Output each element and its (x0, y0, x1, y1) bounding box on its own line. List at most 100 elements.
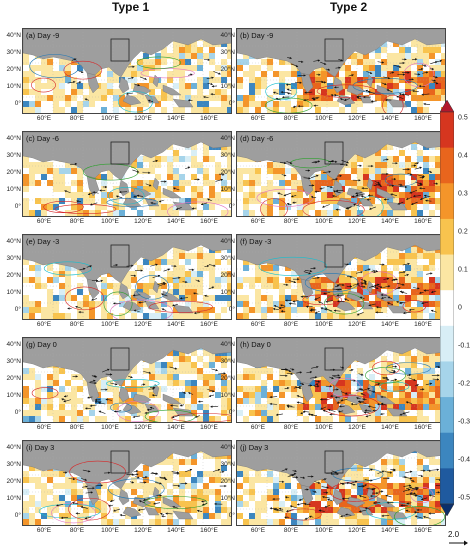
longitude-tick: 140°E (167, 115, 185, 122)
latitude-tick: 20°N (6, 169, 21, 176)
longitude-tick: 160°E (414, 321, 432, 328)
column-title-type1: Type 1 (112, 0, 150, 14)
longitude-tick: 120°E (134, 115, 152, 122)
longitude-tick: 80°E (69, 527, 85, 534)
colorbar-tick: -0.3 (458, 418, 471, 426)
latitude-tick: 40°N (220, 238, 235, 245)
longitude-tick: 160°E (414, 218, 432, 225)
latitude-tick: 10°N (220, 392, 235, 399)
latitude-tick: 0° (14, 512, 21, 519)
longitude-tick: 100°E (101, 115, 119, 122)
map-panel: (c) Day -6 (22, 131, 232, 217)
latitude-tick: 20°N (6, 375, 21, 382)
colorbar-tick: 0.4 (458, 152, 468, 160)
latitude-tick: 30°N (220, 49, 235, 56)
longitude-tick: 60°E (250, 527, 266, 534)
latitude-tick: 0° (14, 100, 21, 107)
latitude-tick: 0° (228, 409, 235, 416)
longitude-tick: 120°E (134, 218, 152, 225)
latitude-tick: 30°N (6, 152, 21, 159)
latitude-tick: 0° (14, 306, 21, 313)
longitude-tick: 140°E (381, 115, 399, 122)
colorbar-tick: 0.1 (458, 266, 468, 274)
longitude-tick: 120°E (348, 424, 366, 431)
latitude-tick: 20°N (6, 66, 21, 73)
latitude-ticks: 40°N 30°N 20°N 10°N 0° (213, 234, 235, 320)
latitude-tick: 0° (228, 203, 235, 210)
latitude-ticks: 40°N 30°N 20°N 10°N 0° (213, 337, 235, 423)
longitude-ticks: 60°E 80°E 100°E 120°E 140°E 160°E (236, 527, 446, 537)
map-panel: (f) Day -3 (236, 234, 446, 320)
panel-label: (g) Day 0 (26, 340, 57, 349)
longitude-tick: 80°E (69, 424, 85, 431)
latitude-ticks: 40°N 30°N 20°N 10°N 0° (213, 131, 235, 217)
colorbar-tick: -0.2 (458, 380, 471, 388)
longitude-tick: 80°E (283, 424, 299, 431)
longitude-ticks: 60°E 80°E 100°E 120°E 140°E 160°E (236, 115, 446, 125)
map-panel: (a) Day -9 (22, 28, 232, 114)
latitude-tick: 20°N (220, 272, 235, 279)
longitude-tick: 160°E (200, 527, 218, 534)
longitude-tick: 60°E (250, 115, 266, 122)
latitude-tick: 0° (14, 203, 21, 210)
anomaly-map (23, 235, 231, 319)
longitude-tick: 100°E (315, 424, 333, 431)
colorbar-tick: -0.4 (458, 456, 471, 464)
latitude-tick: 10°N (6, 495, 21, 502)
latitude-tick: 30°N (220, 358, 235, 365)
latitude-tick: 0° (228, 306, 235, 313)
anomaly-map (23, 441, 231, 525)
anomaly-map (237, 29, 445, 113)
colorbar-tick: 0.5 (458, 114, 468, 122)
reference-vector: 2.0 (448, 530, 468, 548)
longitude-tick: 60°E (36, 424, 52, 431)
longitude-tick: 160°E (414, 527, 432, 534)
longitude-ticks: 60°E 80°E 100°E 120°E 140°E 160°E (22, 527, 232, 537)
longitude-tick: 60°E (250, 218, 266, 225)
latitude-tick: 30°N (220, 152, 235, 159)
longitude-tick: 100°E (315, 218, 333, 225)
longitude-tick: 60°E (36, 321, 52, 328)
latitude-tick: 30°N (6, 49, 21, 56)
latitude-ticks: 40°N 30°N 20°N 10°N 0° (0, 440, 21, 526)
longitude-tick: 140°E (167, 527, 185, 534)
latitude-tick: 0° (14, 409, 21, 416)
longitude-tick: 120°E (134, 527, 152, 534)
longitude-tick: 80°E (283, 218, 299, 225)
map-panel: (i) Day 3 (22, 440, 232, 526)
longitude-tick: 120°E (134, 321, 152, 328)
longitude-ticks: 60°E 80°E 100°E 120°E 140°E 160°E (236, 218, 446, 228)
map-panel: (g) Day 0 (22, 337, 232, 423)
longitude-ticks: 60°E 80°E 100°E 120°E 140°E 160°E (236, 424, 446, 434)
longitude-tick: 120°E (348, 115, 366, 122)
colorbar (440, 100, 454, 516)
latitude-ticks: 40°N 30°N 20°N 10°N 0° (213, 440, 235, 526)
colorbar-tick: 0.3 (458, 190, 468, 198)
longitude-tick: 80°E (283, 321, 299, 328)
colorbar-tick: 0.2 (458, 228, 468, 236)
panel-label: (a) Day -9 (26, 31, 60, 40)
map-panel: (e) Day -3 (22, 234, 232, 320)
longitude-tick: 140°E (381, 424, 399, 431)
panel-label: (c) Day -6 (26, 134, 59, 143)
panel-label: (i) Day 3 (26, 443, 55, 452)
latitude-tick: 10°N (6, 392, 21, 399)
latitude-tick: 40°N (6, 135, 21, 142)
latitude-tick: 20°N (6, 272, 21, 279)
longitude-tick: 140°E (167, 424, 185, 431)
anomaly-map (237, 441, 445, 525)
column-title-type2: Type 2 (330, 0, 368, 14)
colorbar-tick: 0 (458, 304, 462, 312)
longitude-tick: 160°E (200, 115, 218, 122)
latitude-tick: 30°N (220, 255, 235, 262)
latitude-tick: 10°N (220, 289, 235, 296)
longitude-tick: 160°E (414, 424, 432, 431)
longitude-tick: 80°E (69, 218, 85, 225)
latitude-tick: 10°N (220, 83, 235, 90)
latitude-tick: 20°N (220, 66, 235, 73)
longitude-tick: 120°E (348, 527, 366, 534)
longitude-ticks: 60°E 80°E 100°E 120°E 140°E 160°E (22, 424, 232, 434)
reference-arrow-icon (449, 540, 468, 546)
latitude-tick: 40°N (220, 32, 235, 39)
longitude-tick: 60°E (250, 424, 266, 431)
